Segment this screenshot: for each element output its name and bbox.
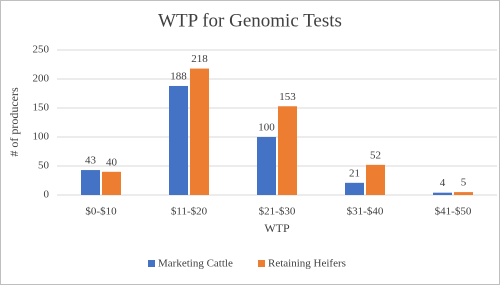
bar [169,85,188,195]
y-tick-label: 0 [44,189,50,201]
legend-swatch [258,260,265,267]
data-label: 52 [370,149,381,161]
data-label: 153 [279,91,296,103]
y-axis-label: # of producers [7,87,21,157]
x-axis-label: WTP [264,221,290,235]
data-label: 188 [170,70,187,82]
x-tick-label: $0-$10 [85,206,117,218]
data-label: 100 [258,122,275,134]
x-tick-label: $11-$20 [171,206,208,218]
bar [190,68,209,195]
y-tick-label: 250 [33,44,50,56]
bar [102,171,121,195]
bar [278,106,297,195]
bar [257,137,276,195]
x-tick-label: $31-$40 [347,206,384,218]
data-label: 5 [461,177,467,189]
y-tick-label: 150 [33,102,50,114]
bar [345,182,364,195]
bar [81,170,100,195]
chart-title: WTP for Genomic Tests [158,10,342,31]
legend-label: Retaining Heifers [268,258,346,270]
data-label: 43 [85,155,97,167]
bar [366,164,385,195]
bar [454,192,473,195]
x-tick-label: $41-$50 [435,206,472,218]
legend-label: Marketing Cattle [158,258,233,270]
y-tick-label: 100 [33,131,50,143]
y-tick-label: 200 [33,73,50,85]
data-label: 40 [106,156,118,168]
bar [433,192,452,195]
y-tick-label: 50 [38,160,50,172]
data-label: 218 [191,53,208,65]
x-tick-label: $21-$30 [259,206,296,218]
legend-swatch [148,260,155,267]
data-label: 4 [440,177,446,189]
data-label: 21 [349,167,360,179]
